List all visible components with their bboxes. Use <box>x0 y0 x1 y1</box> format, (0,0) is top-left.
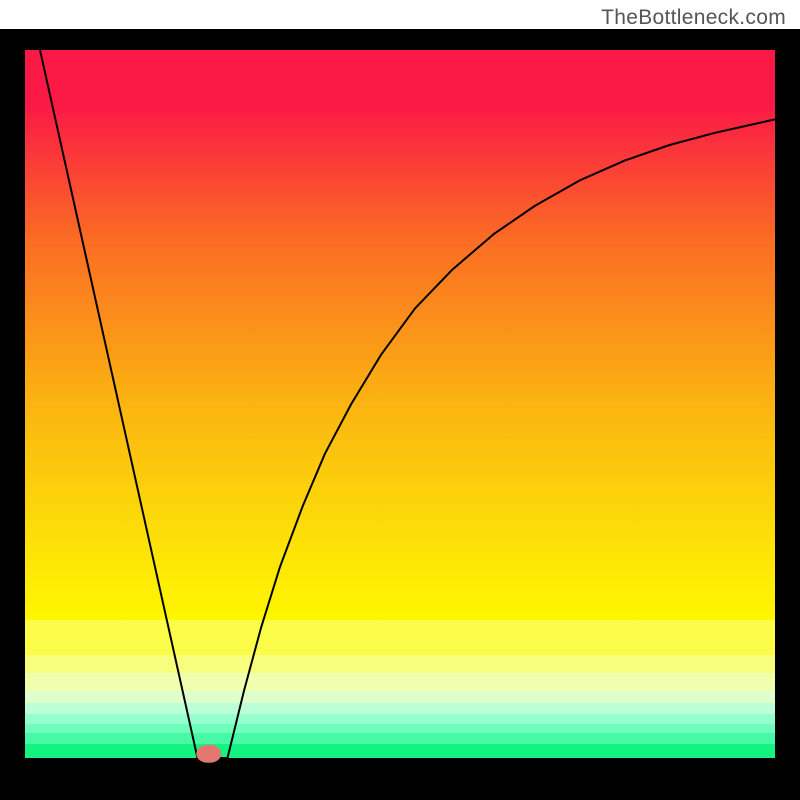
plot-area <box>25 50 775 758</box>
bottleneck-curve <box>25 50 775 758</box>
frame-top <box>0 29 800 50</box>
frame-bottom <box>0 758 800 800</box>
root-container: TheBottleneck.com <box>0 0 800 800</box>
frame-left <box>0 29 25 800</box>
optimal-marker <box>196 745 222 763</box>
frame-right <box>775 29 800 800</box>
watermark-text: TheBottleneck.com <box>601 6 786 30</box>
